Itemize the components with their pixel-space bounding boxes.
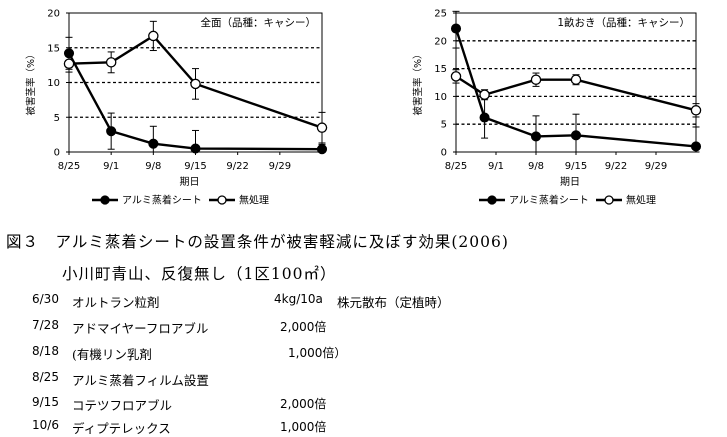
chart-title: 1畝おき（品種：キャシー） [557, 16, 690, 29]
x-tick-label: 9/29 [645, 161, 667, 172]
data-point-filled [530, 131, 542, 142]
data-point-filled [450, 23, 462, 34]
figure-caption-title: 図３ アルミ蒸着シートの設置条件が被害軽減に及ぼす効果(2006) [6, 233, 509, 251]
schedule-row: 8/25 アルミ蒸着フィルム設置 [32, 370, 632, 388]
schedule-item: アドマイヤーフロアブル [72, 321, 209, 336]
y-tick-label: 10 [434, 92, 447, 103]
schedule-row: 8/18 (有機リン乳剤 1,000倍） [32, 344, 632, 362]
legend-label: アルミ蒸着シート [122, 194, 202, 207]
data-point-filled [316, 144, 328, 155]
schedule-dose: 4kg/10a [274, 292, 323, 306]
x-tick-label: 9/29 [269, 161, 291, 172]
data-point-filled [148, 138, 159, 149]
schedule-date: 10/6 [32, 418, 59, 432]
chart-alternate-rows: 0 5 10 15 20 25 8/25 9/1 9/8 9/15 9/22 9/29 期日 被害茎率（%… [412, 9, 702, 207]
x-tick-label: 9/22 [226, 161, 248, 172]
x-tick-label: 8/25 [445, 161, 467, 172]
legend-label: 無処理 [626, 194, 656, 207]
data-point-filled [690, 141, 702, 152]
y-tick-label: 10 [47, 78, 60, 89]
data-point-open [450, 71, 462, 82]
x-tick-label: 9/15 [565, 161, 587, 172]
data-point-open [63, 58, 75, 69]
chart-title: 全面（品種：キャシー） [201, 16, 317, 29]
schedule-row: 6/30 オルトラン粒剤 4kg/10a 株元散布（定植時） [32, 292, 632, 310]
data-point-filled [570, 130, 582, 141]
schedule-date: 8/18 [32, 344, 59, 358]
schedule-dose: 1,000倍 [280, 420, 327, 434]
legend-marker [100, 195, 110, 205]
schedule-item: アルミ蒸着フィルム設置 [72, 373, 209, 388]
legend-label: 無処理 [239, 194, 269, 207]
schedule-dose: 1,000倍） [288, 346, 347, 360]
schedule-date: 9/15 [32, 395, 59, 409]
y-axis-label: 被害茎率（%） [25, 49, 37, 115]
y-tick-label: 15 [47, 43, 60, 54]
y-tick-label: 20 [434, 36, 447, 47]
schedule-dose: 2,000倍 [280, 397, 327, 411]
x-tick-label: 9/1 [488, 161, 504, 172]
x-tick-label: 9/15 [184, 161, 206, 172]
y-tick-label: 20 [47, 9, 60, 20]
data-point-filled [106, 126, 117, 137]
schedule-date: 8/25 [32, 370, 59, 384]
data-point-open [190, 78, 201, 90]
data-point-open [479, 89, 490, 100]
schedule-row: 10/6 ディプテレックス 1,000倍 [32, 418, 632, 436]
legend-marker [487, 195, 497, 205]
data-point-filled [190, 143, 201, 154]
schedule-item: コテツフロアブル [72, 398, 173, 413]
schedule-row: 7/28 アドマイヤーフロアブル 2,000倍 [32, 318, 632, 336]
schedule-date: 6/30 [32, 292, 59, 306]
data-point-open [105, 57, 117, 68]
data-point-open [570, 74, 582, 85]
x-axis-label: 期日 [180, 176, 200, 188]
y-tick-label: 0 [54, 148, 60, 159]
x-tick-label: 9/8 [145, 161, 161, 172]
schedule-dose: 2,000倍 [280, 320, 327, 334]
y-tick-label: 5 [54, 113, 60, 124]
x-axis-label: 期日 [560, 176, 580, 188]
y-tick-label: 5 [441, 120, 447, 131]
legend-label: アルミ蒸着シート [509, 194, 589, 207]
data-point-filled [479, 112, 490, 123]
chart-full-coverage: 0 5 10 15 20 8/25 9/1 9/8 9/15 9/22 9/29 期日 被害茎率（%） 全… [25, 9, 328, 207]
data-point-open [316, 122, 328, 133]
x-tick-label: 9/22 [605, 161, 627, 172]
x-tick-label: 9/1 [103, 161, 119, 172]
schedule-item: オルトラン粒剤 [72, 295, 160, 310]
schedule-item: ディプテレックス [72, 421, 171, 436]
data-point-open [530, 74, 542, 85]
data-point-open [690, 105, 702, 116]
schedule-row: 9/15 コテツフロアブル 2,000倍 [32, 395, 632, 413]
schedule-item: (有機リン乳剤 [72, 347, 152, 362]
y-tick-label: 25 [434, 9, 447, 20]
y-tick-label: 0 [441, 148, 447, 159]
schedule-note: 株元散布（定植時） [337, 295, 450, 310]
legend-marker [604, 195, 614, 205]
schedule-date: 7/28 [32, 318, 59, 332]
legend-marker [217, 195, 227, 205]
x-tick-label: 9/8 [528, 161, 544, 172]
figure-caption-subtitle: 小川町青山、反復無し（1区100㎡） [62, 265, 337, 283]
y-axis-label: 被害茎率（%） [412, 49, 424, 115]
x-tick-label: 8/25 [58, 161, 80, 172]
y-tick-label: 15 [434, 64, 447, 75]
data-point-open [148, 30, 159, 42]
